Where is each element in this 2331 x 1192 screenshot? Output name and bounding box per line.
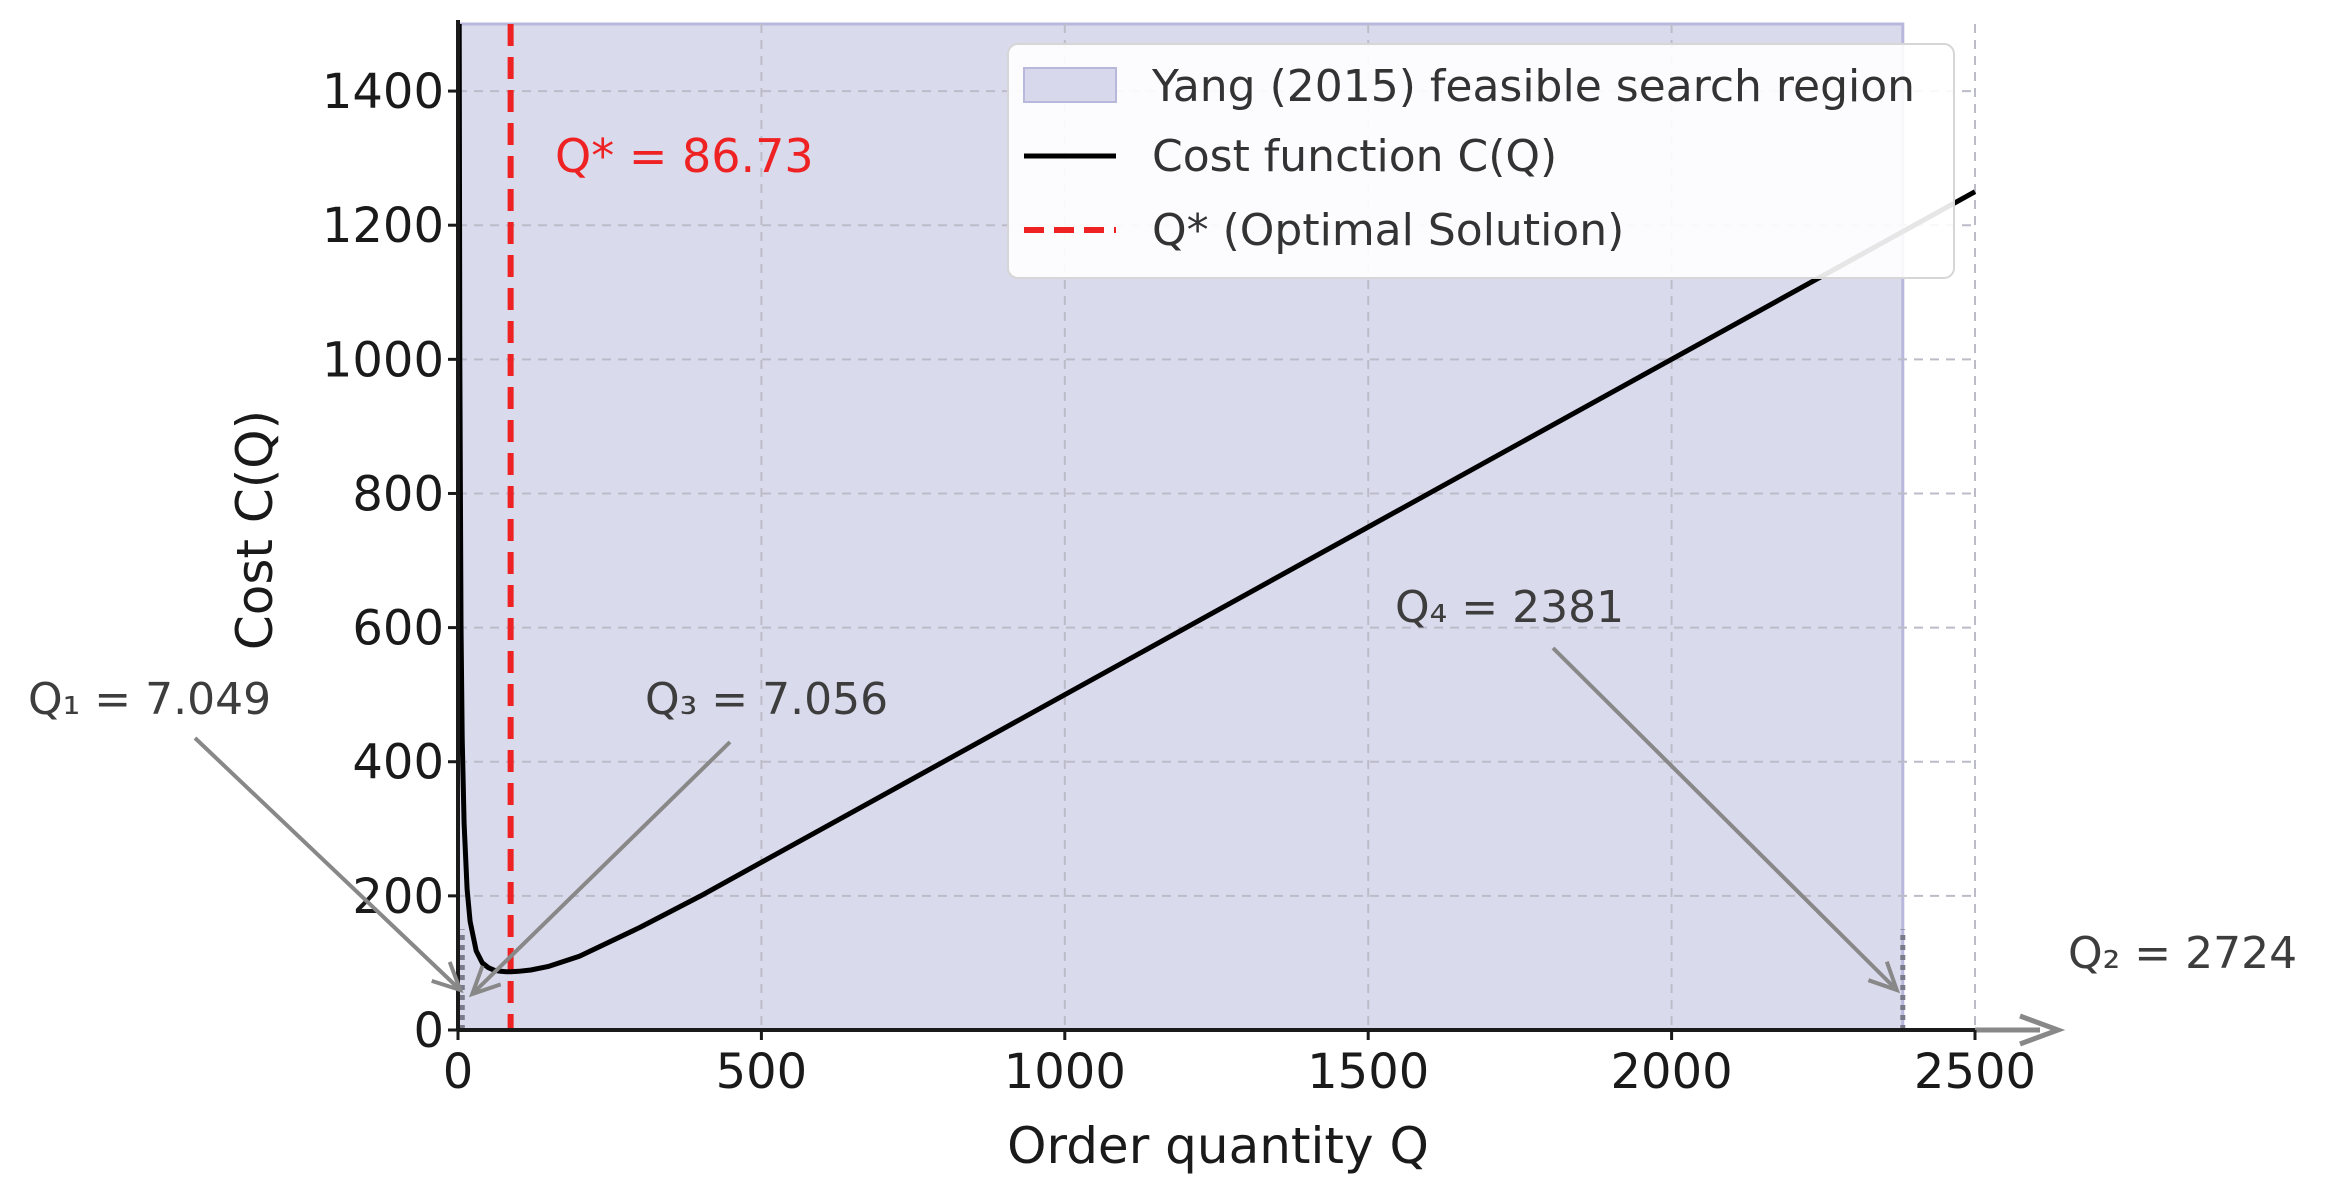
cost-curve [456, 23, 1977, 975]
legend-swatch-region [1023, 67, 1117, 103]
y-tick-label: 200 [352, 869, 444, 925]
q4-label: Q₄ = 2381 [1395, 582, 1624, 633]
x-tick-label: 1500 [1307, 1044, 1429, 1100]
y-axis-title: Cost C(Q) [226, 410, 284, 650]
q3-label: Q₃ = 7.056 [645, 674, 888, 725]
y-tick-label: 600 [352, 601, 444, 657]
q4-arrow-shaft [1551, 646, 1899, 992]
y-tick-label: 0 [413, 1003, 444, 1059]
axes-layer [456, 20, 2066, 1047]
q4-arrow-head [1867, 961, 1901, 994]
q-marker-layer [459, 24, 1906, 1030]
curve-layer [456, 23, 1977, 975]
q1-arrow-head [431, 961, 464, 994]
q1-arrow-shaft [193, 736, 462, 992]
q1-label: Q₁ = 7.049 [28, 674, 271, 725]
annotation-layer: Q* = 86.73 Q₁ = 7.049 Q₃ = 7.056 Q₄ = 2381 Q… [28, 129, 2297, 998]
x-tick-label: 2000 [1611, 1044, 1733, 1100]
x-axis-title: Order quantity Q [1007, 1117, 1429, 1175]
y-tick-label: 800 [352, 466, 444, 522]
q3-arrow-head [468, 965, 502, 998]
y-tick-label: 1200 [322, 198, 444, 254]
legend-label: Cost function C(Q) [1152, 131, 1557, 182]
optimal-q-label: Q* = 86.73 [555, 129, 814, 183]
x-axis-arrow [2019, 1013, 2066, 1047]
legend-label: Q* (Optimal Solution) [1152, 205, 1624, 256]
q3-arrow-shaft [470, 740, 732, 996]
x-tick-label: 2500 [1914, 1044, 2036, 1100]
legend-label: Yang (2015) feasible search region [1151, 61, 1915, 112]
y-tick-label: 400 [352, 735, 444, 791]
legend: Yang (2015) feasible search region Cost f… [1007, 43, 1955, 279]
y-tick-label: 1400 [322, 64, 444, 120]
y-tick-label: 1000 [322, 332, 444, 388]
legend-box [1007, 43, 1955, 279]
tick-layer: 0 500 1000 1500 2000 2500 0 200 400 600 800 1000 120… [322, 64, 2036, 1100]
q2-label: Q₂ = 2724 [2068, 928, 2297, 979]
x-tick-label: 1000 [1004, 1044, 1126, 1100]
x-tick-label: 0 [443, 1044, 474, 1100]
x-tick-label: 500 [716, 1044, 808, 1100]
